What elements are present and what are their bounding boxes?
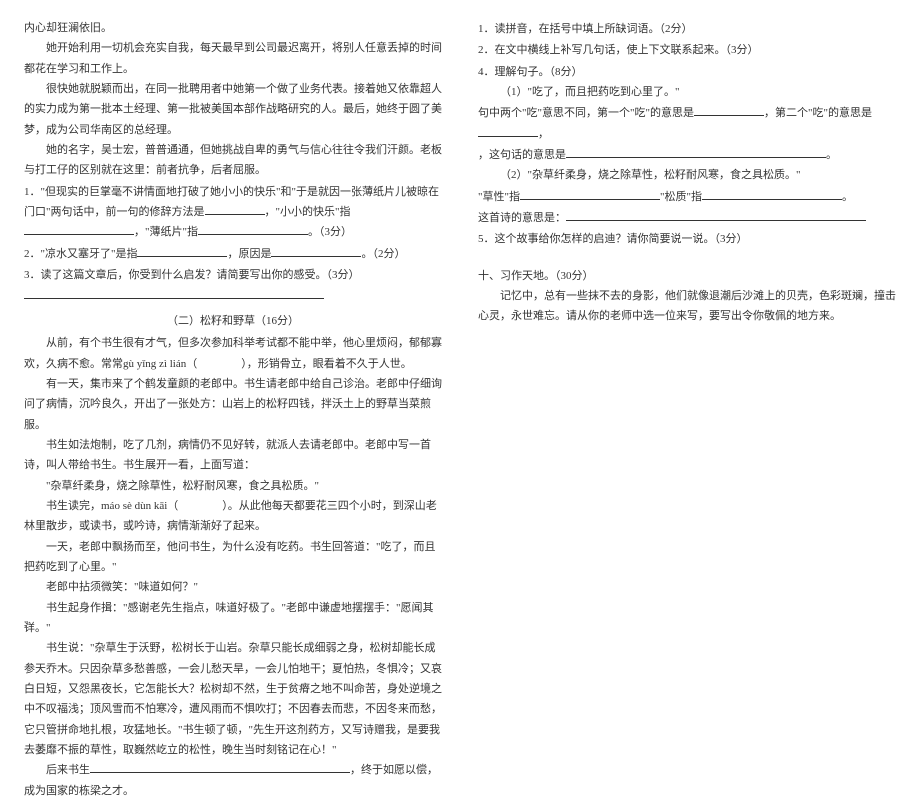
r-q2: 2．在文中横线上补写几句话，使上下文联系起来。（3分） (478, 40, 896, 60)
blank (90, 761, 350, 773)
blank (137, 245, 227, 257)
blank (24, 223, 134, 235)
story-p5: 书生读完，máo sè dùn kāi（ ）。从此他每天都要花三四个小时，到深山… (24, 496, 442, 537)
question-1: 1．"但现实的巨掌毫不讲情面地打破了她小小的快乐"和"于是就因一张薄纸片儿被晾在… (24, 182, 442, 243)
para-4: 她的名字，吴士宏，普普通通，但她挑战自卑的勇气与信心往往令我们汗颜。老板与打工仔… (24, 140, 442, 181)
section-title-2: （二）松籽和野草（16分） (24, 311, 442, 331)
r4-2c: 。 (842, 191, 853, 203)
q1-text-d: 。（3分） (308, 226, 352, 238)
question-2: 2．"凉水又塞牙了"是指 ，原因是 。（2分） (24, 244, 442, 264)
para-1: 内心却狂澜依旧。 (24, 18, 442, 38)
q2-text-b: ，原因是 (227, 248, 271, 260)
story-p6: 一天，老郎中飘扬而至，他问书生，为什么没有吃药。书生回答道："吃了，而且把药吃到… (24, 537, 442, 578)
q1-text-b: ，"小小的快乐"指 (265, 206, 351, 218)
story-p2: 有一天，集市来了个鹤发童颜的老郎中。书生请老郎中给自己诊治。老郎中仔细询问了病情… (24, 374, 442, 435)
blank (566, 209, 866, 221)
page-number: 2 (24, 620, 29, 631)
spacer (478, 251, 896, 265)
story-p1: 从前，有个书生很有才气，但多次参加科举考试都不能中举，他心里烦闷，郁郁寡欢，久病… (24, 333, 442, 374)
r4-1b2: ， (538, 128, 549, 140)
para-2: 她开始利用一切机会充实自我，每天最早到公司最迟离开，将别人任意丢掉的时间都花在学… (24, 38, 442, 79)
r4-1c: ，这句话的意思是 (478, 149, 566, 161)
blank (271, 245, 361, 257)
question-3: 3．读了这篇文章后，你受到什么启发？请简要写出你的感受。（3分） (24, 265, 442, 285)
s10-a: 后来书生 (46, 764, 90, 776)
blank (205, 203, 265, 215)
right-column: 1．读拼音，在括号中填上所缺词语。（2分） 2．在文中横线上补写几句话，使上下文… (460, 18, 896, 629)
r-q4: 4．理解句子。（8分） (478, 62, 896, 82)
r-q4-1: （1）"吃了，而且把药吃到心里了。" (478, 82, 896, 102)
blank (24, 287, 324, 299)
story-p10: 后来书生，终于如愿以偿，成为国家的栋梁之才。 (24, 760, 442, 801)
r4-1b: ，第二个"吃"的意思是 (764, 107, 872, 119)
r-q4-2-line: "草性"指 "松质"指 。 (478, 187, 896, 207)
story-p4: "杂草纤柔身，烧之除草性，松籽耐风寒，食之具松质。" (24, 476, 442, 496)
writing-prompt: 记忆中，总有一些抹不去的身影，他们就像退潮后沙滩上的贝壳，色彩斑斓，撞击心灵，永… (478, 286, 896, 327)
r4-2d: 这首诗的意思是： (478, 212, 566, 224)
q1-text-c: ，"薄纸片"指 (134, 226, 198, 238)
r-q4-2-line2: 这首诗的意思是： (478, 208, 896, 228)
r4-2b: "松质"指 (660, 191, 702, 203)
r-q4-1-line: 句中两个"吃"意思不同，第一个"吃"的意思是 ，第二个"吃"的意思是 ， (478, 103, 896, 144)
r4-2a: "草性"指 (478, 191, 520, 203)
q2-text-c: 。（2分） (361, 248, 405, 260)
para-3: 很快她就脱颖而出，在同一批聘用者中她第一个做了业务代表。接着她又依靠超人的实力成… (24, 79, 442, 140)
blank (694, 104, 764, 116)
story-p8: 书生起身作揖："感谢老先生指点，味道好极了。"老郎中谦虚地摆摆手："愿闻其详。" (24, 598, 442, 639)
writing-title: 十、习作天地。（30分） (478, 266, 896, 286)
r-q5: 5．这个故事给你怎样的启迪？请你简要说一说。（3分） (478, 229, 896, 249)
r-q1: 1．读拼音，在括号中填上所缺词语。（2分） (478, 19, 896, 39)
blank (566, 146, 826, 158)
story-p9: 书生说："杂草生于沃野，松树长于山岩。杂草只能长成细弱之身，松树却能长成参天乔木… (24, 638, 442, 760)
left-column: 内心却狂澜依旧。 她开始利用一切机会充实自我，每天最早到公司最迟离开，将别人任意… (24, 18, 460, 629)
r-q4-1-line2: ，这句话的意思是 。 (478, 145, 896, 165)
blank (198, 223, 308, 235)
q2-text-a: 2．"凉水又塞牙了"是指 (24, 248, 137, 260)
blank (702, 188, 842, 200)
blank (478, 125, 538, 137)
blank (520, 188, 660, 200)
r4-1d: 。 (826, 149, 837, 161)
r4-1a: 句中两个"吃"意思不同，第一个"吃"的意思是 (478, 107, 694, 119)
story-p3: 书生如法炮制，吃了几剂，病情仍不见好转，就派人去请老郎中。老郎中写一首诗，叫人带… (24, 435, 442, 476)
answer-line (24, 286, 442, 306)
r-q4-2: （2）"杂草纤柔身，烧之除草性，松籽耐风寒，食之具松质。" (478, 165, 896, 185)
story-p7: 老郎中拈须微笑："味道如何？" (24, 577, 442, 597)
